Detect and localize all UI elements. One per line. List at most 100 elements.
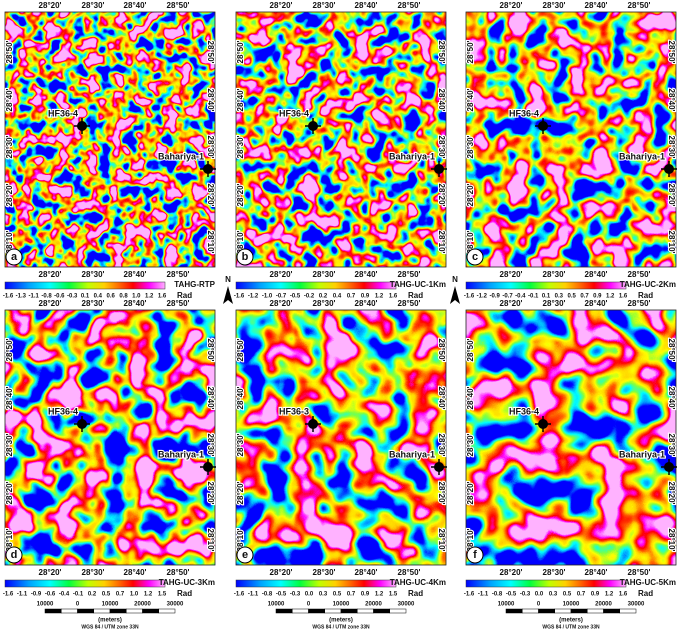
colorbar-title: TAHG-UC-1Km [390, 280, 446, 289]
latitude-label: 28°10' [437, 529, 446, 552]
latitude-label: 28°20' [437, 184, 446, 207]
colorbar-tick-label: 1.5 [158, 592, 167, 598]
colorbar-tick-label: 1.6 [619, 294, 628, 300]
colorbar-title: TAHG-UC-3Km [159, 578, 215, 587]
panel-letter: b [242, 251, 249, 263]
longitude-label: 28°20' [39, 568, 62, 577]
colorbar-tick-label: -0.3 [290, 592, 301, 598]
latitude-label: 28°20' [5, 481, 14, 504]
longitude-label: 28°30' [82, 1, 105, 10]
colorbar-tick-label: 1.2 [145, 294, 154, 300]
colorbar-tick-label: -0.8 [262, 592, 273, 598]
scale-bar-segment [158, 608, 176, 614]
colorbar-unit: Rad [638, 589, 653, 598]
well-label: Bahariya-1 [389, 449, 435, 459]
scale-bar-segment [61, 608, 78, 614]
longitude-label: 28°40' [585, 299, 608, 308]
latitude-label: 28°30' [667, 434, 676, 457]
latitude-label: 28°10' [206, 529, 215, 552]
map-panel: 28°20' 28°20' 28°30' 28°30' 28°40' 28°40' 28°5… [234, 299, 447, 630]
map-frame [4, 309, 216, 566]
panel-letter: f [473, 549, 477, 561]
colorbar-tick-label: -1.0 [262, 294, 273, 300]
colorbar-tick-label: -0.9 [31, 592, 42, 598]
scale-bar-segment [126, 608, 143, 614]
well-label: HF36-4 [279, 108, 309, 118]
latitude-label: 28°30' [236, 433, 245, 456]
colorbar [4, 281, 166, 290]
colorbar-tick-label: -0.7 [276, 294, 287, 300]
longitude-label: 28°50' [628, 568, 651, 577]
colorbar-tick-label: -1.1 [248, 592, 259, 598]
latitude-label: 28°30' [466, 433, 475, 456]
panel-letter-badge [236, 546, 254, 564]
latitude-label: 28°30' [437, 136, 446, 159]
scale-bar-label: 20000 [365, 602, 382, 608]
latitude-label: 28°10' [5, 528, 14, 551]
latitude-label: 28°20' [5, 183, 14, 206]
latitude-label: 28°50' [466, 338, 475, 361]
scale-bar-segment [324, 608, 342, 614]
scale-bar-segment [603, 608, 620, 614]
colorbar-tick-label: 0.3 [555, 294, 564, 300]
longitude-label: 28°50' [167, 299, 190, 308]
colorbar-tick-label: 0.7 [347, 294, 356, 300]
colorbar-tick-label: -0.5 [506, 592, 517, 598]
colorbar-tick-label: 1.2 [606, 294, 615, 300]
longitude-label: 28°50' [398, 270, 421, 279]
map-frame [235, 11, 447, 268]
scale-bar-label: 0 [76, 602, 80, 608]
scale-bar-segment [308, 608, 325, 614]
colorbar-tick-label: 0.5 [102, 592, 111, 598]
map-panel: 28°20' 28°20' 28°30' 28°30' 28°40' 28°40' 28°5… [464, 299, 677, 630]
scale-bar-label: 20000 [134, 602, 151, 608]
longitude-label: 28°40' [355, 568, 378, 577]
scale-bar-unit: (meters) [329, 618, 353, 624]
longitude-label: 28°20' [39, 1, 62, 10]
colorbar-tick-label: -1.2 [477, 294, 488, 300]
map-image [236, 12, 446, 267]
colorbar-tick-label: -1.1 [28, 294, 39, 300]
latitude-label: 28°20' [236, 481, 245, 504]
longitude-label: 28°50' [628, 299, 651, 308]
colorbar-tick-label: 0.2 [88, 592, 97, 598]
map-image [5, 12, 215, 267]
colorbar-tick-label: 0.5 [567, 294, 576, 300]
longitude-label: 28°50' [628, 270, 651, 279]
longitude-label: 28°40' [585, 1, 608, 10]
latitude-label: 28°30' [5, 135, 14, 158]
latitude-label: 28°30' [437, 434, 446, 457]
map-frame [235, 309, 447, 566]
latitude-label: 28°10' [437, 231, 446, 254]
scale-bar-segment [505, 608, 523, 614]
latitude-label: 28°50' [206, 339, 215, 362]
colorbar [465, 281, 627, 290]
colorbar-tick-label: 0.3 [549, 592, 558, 598]
latitude-label: 28°30' [667, 136, 676, 159]
scale-bar-segment [389, 608, 407, 614]
colorbar-tick-label: -1.6 [464, 592, 475, 598]
latitude-label: 28°20' [667, 184, 676, 207]
latitude-label: 28°10' [667, 231, 676, 254]
colorbar-tick-label: -1.6 [3, 592, 14, 598]
longitude-label: 28°30' [82, 299, 105, 308]
map-panel: 28°20' 28°20' 28°30' 28°30' 28°40' 28°40' 28°5… [464, 1, 677, 300]
longitude-label: 28°40' [585, 568, 608, 577]
well-label: HF36-4 [48, 406, 78, 416]
longitude-label: 28°20' [39, 299, 62, 308]
latitude-label: 28°50' [206, 41, 215, 64]
well-label: HF36-3 [279, 406, 309, 416]
scale-bar-label: 30000 [398, 602, 415, 608]
colorbar-tick-label: -0.5 [290, 294, 301, 300]
longitude-label: 28°30' [543, 299, 566, 308]
longitude-label: 28°20' [500, 270, 523, 279]
projection-label: WGS 84 / UTM zone 33N [542, 624, 600, 630]
longitude-label: 28°30' [82, 568, 105, 577]
colorbar-tick-label: 0.6 [106, 294, 115, 300]
colorbar-tick-label: 0.7 [577, 592, 586, 598]
colorbar-tick-label: 0.5 [333, 592, 342, 598]
colorbar-tick-label: 0.0 [305, 592, 314, 598]
scale-bar-segment [619, 608, 637, 614]
colorbar-tick-label: 1.0 [132, 294, 141, 300]
